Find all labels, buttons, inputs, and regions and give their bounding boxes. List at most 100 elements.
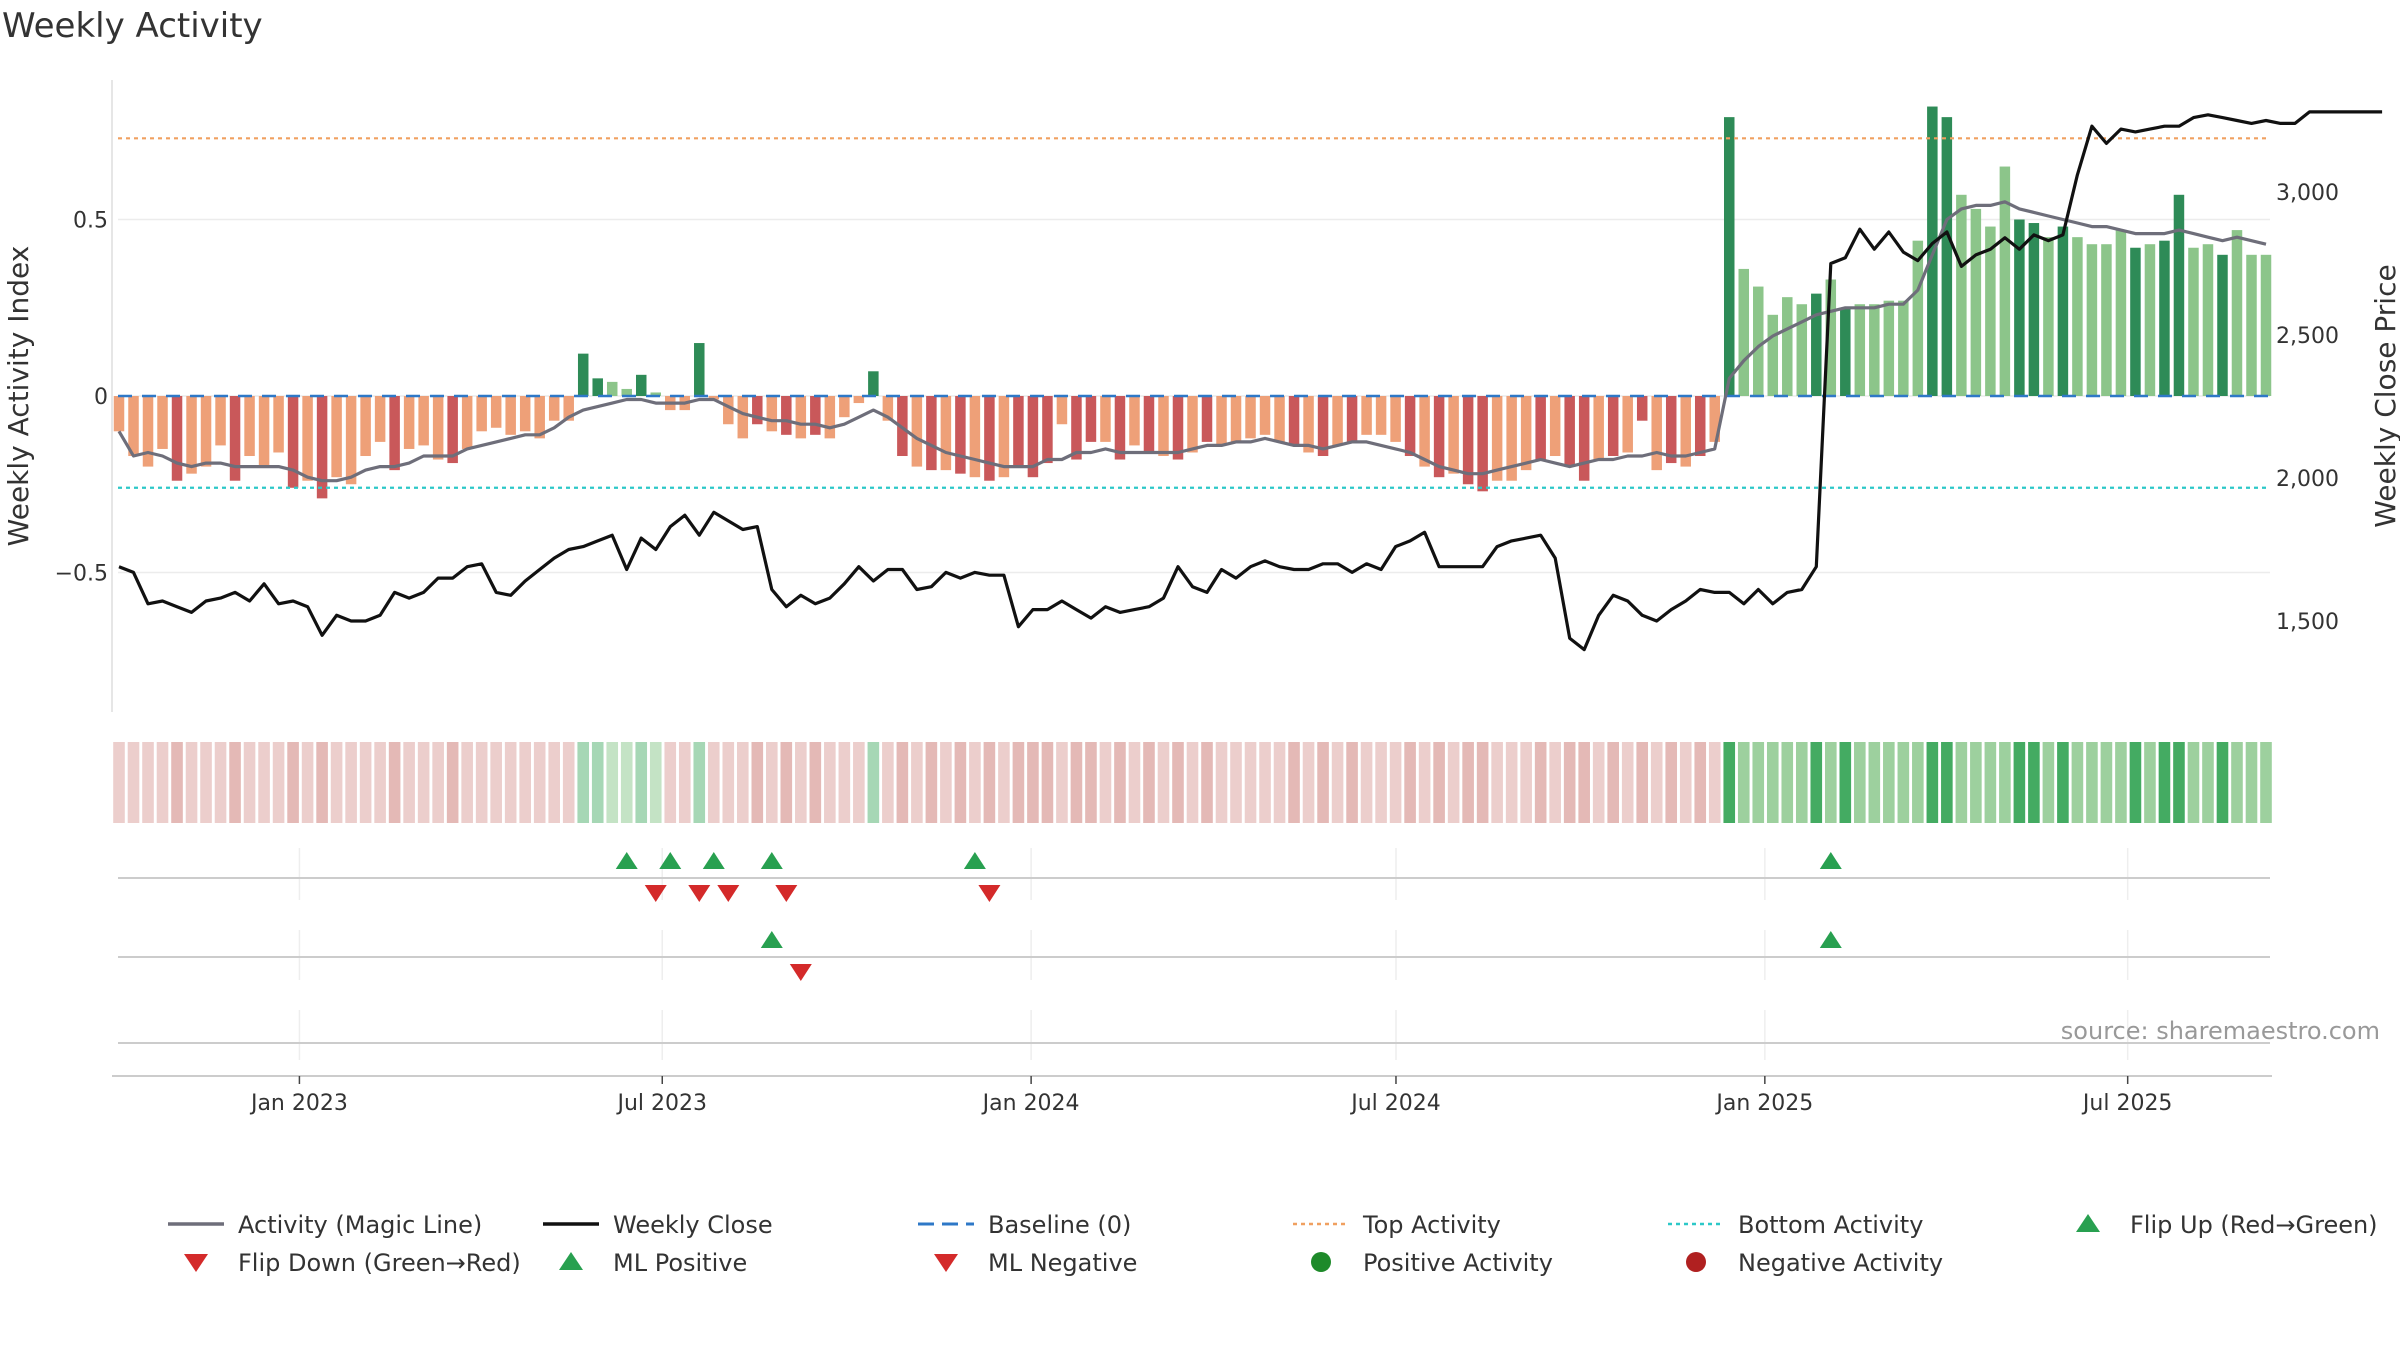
activity-strip-cell: [780, 742, 793, 823]
activity-strip-cell: [316, 742, 328, 823]
activity-bar: [737, 396, 749, 439]
activity-bar: [810, 396, 821, 435]
legend-label: Flip Up (Red→Green): [2130, 1211, 2378, 1239]
activity-strip-cell: [2245, 742, 2258, 823]
activity-bar: [1753, 286, 1764, 396]
activity-strip-cell: [1549, 742, 1561, 823]
activity-bar: [331, 396, 342, 478]
activity-strip-cell: [374, 742, 386, 823]
activity-bar: [2173, 194, 2185, 396]
activity-strip-cell: [1143, 742, 1155, 823]
weekly-close-line: [118, 110, 2383, 652]
legend-label: Positive Activity: [1363, 1249, 1553, 1277]
activity-bars: [113, 106, 2272, 499]
activity-bar: [1390, 396, 1401, 442]
activity-strip-cell: [330, 742, 343, 823]
activity-strip-cell: [882, 742, 894, 823]
activity-strip-cell: [969, 742, 981, 823]
activity-strip-cell: [1897, 742, 1910, 823]
event-markers: [118, 848, 2270, 1060]
activity-strip-cell: [1027, 742, 1039, 823]
legend-label: Top Activity: [1362, 1211, 1501, 1239]
legend-swatch-circle: [1686, 1252, 1706, 1272]
activity-bar: [1216, 396, 1227, 446]
activity-bar: [200, 396, 212, 467]
activity-strip-cell: [1259, 742, 1271, 823]
activity-bar: [1811, 293, 1822, 396]
flip-up-marker: [1819, 852, 1842, 869]
activity-strip-cell: [1186, 742, 1199, 823]
activity-strip-cell: [1476, 742, 1489, 823]
activity-strip-cell: [1273, 742, 1286, 823]
activity-bar: [1013, 396, 1024, 467]
activity-bar: [1143, 396, 1155, 453]
activity-bar: [1375, 396, 1387, 435]
activity-strip-cell: [461, 742, 473, 823]
activity-bar: [1477, 396, 1488, 492]
activity-strip-cell: [1520, 742, 1532, 823]
activity-strip-cell: [1099, 742, 1112, 823]
activity-strip-cell: [1708, 742, 1721, 823]
activity-strip-cell: [795, 742, 807, 823]
activity-bar: [1158, 396, 1169, 457]
legend-swatch-triangle-down: [934, 1254, 958, 1272]
activity-bar: [1564, 396, 1575, 467]
activity-bar: [1985, 226, 1996, 396]
activity-strip-cell: [678, 742, 691, 823]
activity-strip-cell: [1012, 742, 1025, 823]
activity-strip-cell: [1752, 742, 1765, 823]
activity-strip-cell: [896, 742, 909, 823]
activity-strip-cell: [301, 742, 314, 823]
activity-bar: [1433, 396, 1445, 478]
activity-strip-cell: [707, 742, 720, 823]
activity-strip-cell: [229, 742, 241, 823]
activity-bar: [998, 396, 1010, 478]
activity-bar: [2014, 219, 2025, 396]
activity-strip-cell: [446, 742, 459, 823]
activity-strip-cell: [2100, 742, 2113, 823]
activity-strip-cell: [2202, 742, 2214, 823]
activity-strip-cell: [142, 742, 154, 823]
activity-strip-cell: [1201, 742, 1213, 823]
activity-bar: [563, 396, 574, 421]
activity-strip-cell: [432, 742, 444, 823]
activity-strip: [113, 742, 2272, 823]
x-tick-label: Jul 2025: [2081, 1091, 2173, 1116]
y-tick-label-right: 2,500: [2276, 324, 2339, 349]
activity-bar: [1462, 396, 1474, 485]
ml-positive-marker: [1819, 931, 1842, 948]
activity-strip-cell: [2057, 742, 2069, 823]
activity-strip-cell: [983, 742, 996, 823]
activity-strip-cell: [664, 742, 677, 823]
activity-strip-cell: [1679, 742, 1692, 823]
legend-label: Negative Activity: [1738, 1249, 1943, 1277]
activity-bar: [2159, 240, 2170, 396]
activity-bar: [1956, 194, 1967, 396]
activity-strip-cell: [1056, 742, 1068, 823]
activity-strip-cell: [2216, 742, 2229, 823]
activity-strip-cell: [156, 742, 169, 823]
activity-bar: [2028, 223, 2040, 396]
activity-bar: [1694, 396, 1706, 457]
activity-bar: [1027, 396, 1039, 478]
activity-bar: [1259, 396, 1271, 435]
flip-up-marker: [702, 852, 725, 869]
activity-bar: [984, 396, 995, 481]
activity-bar: [1332, 396, 1343, 446]
activity-bar: [142, 396, 154, 467]
activity-bar: [1071, 396, 1082, 460]
activity-strip-cell: [1694, 742, 1707, 823]
activity-strip-cell: [1418, 742, 1431, 823]
activity-bar: [2144, 244, 2156, 396]
axes: 0.5 0 −0.5 3,000 2,500 2,000 1,500 Weekly Activ…: [2, 80, 2400, 712]
activity-bar: [1129, 396, 1140, 446]
activity-bar: [1303, 396, 1314, 453]
activity-strip-cell: [171, 742, 183, 823]
series-lines: [117, 110, 2383, 652]
activity-strip-cell: [1491, 742, 1503, 823]
activity-bar: [2188, 247, 2199, 396]
activity-bar: [723, 396, 734, 425]
activity-strip-cell: [388, 742, 401, 823]
activity-bar: [1941, 117, 1953, 396]
